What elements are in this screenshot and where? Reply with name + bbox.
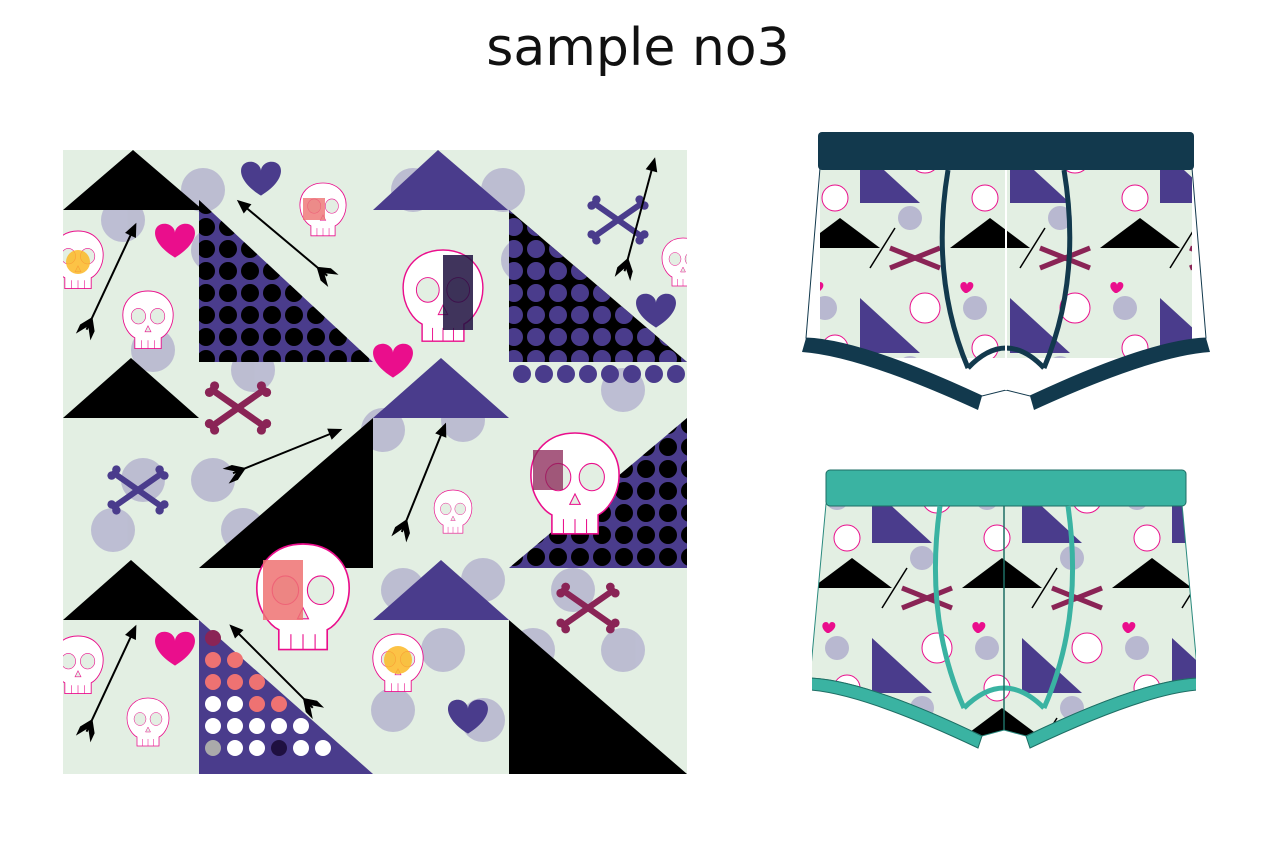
page-title: sample no3 [486, 18, 790, 78]
boxer-brief-teal [812, 469, 1196, 749]
pattern-swatch [63, 150, 687, 774]
waistband [825, 469, 1187, 507]
waistband [818, 132, 1194, 170]
boxer-brief-dark-teal [802, 132, 1210, 410]
